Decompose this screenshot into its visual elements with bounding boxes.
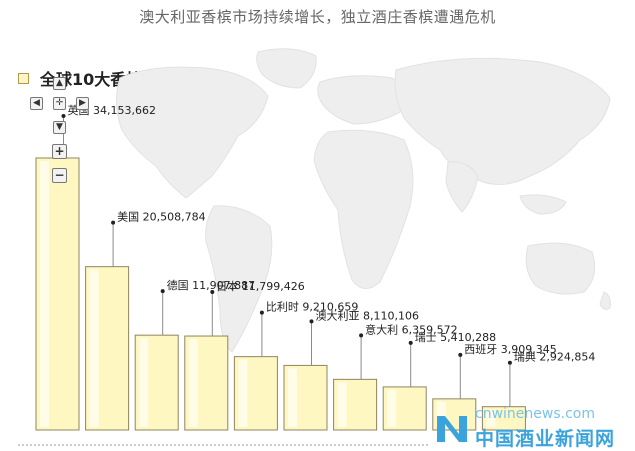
watermark-url: cnwinenews.com <box>475 406 595 422</box>
marker-dot-5 <box>309 319 314 324</box>
zoom-in-button[interactable]: + <box>52 144 67 159</box>
arrow-right-icon: ▶ <box>79 98 86 108</box>
marker-dot-4 <box>259 310 264 315</box>
square-bullet-icon <box>18 72 29 84</box>
arrow-up-icon: ▲ <box>56 78 63 88</box>
pan-down-button[interactable]: ▼ <box>53 121 66 134</box>
bar-highlight-9 <box>486 409 496 427</box>
crosshair-icon: ✛ <box>55 98 64 108</box>
watermark-name: 中国酒业新闻网 <box>475 428 616 450</box>
bar-highlight-8 <box>436 401 446 427</box>
marker-dot-2 <box>160 289 165 294</box>
plus-icon: + <box>54 144 65 158</box>
zoom-out-button[interactable]: − <box>52 168 67 183</box>
pan-center-button[interactable]: ✛ <box>53 97 66 110</box>
news-logo-icon <box>437 416 467 442</box>
data-label-1: 美国 20,508,784 <box>117 211 205 224</box>
arrow-down-icon: ▼ <box>56 122 63 132</box>
data-label-3: 日本 11,799,426 <box>216 279 304 293</box>
marker-dot-8 <box>458 352 463 357</box>
world-map-background <box>116 48 611 353</box>
data-label-2: 德国 11,907,887 <box>167 278 255 292</box>
bar-highlight-6 <box>337 382 347 427</box>
pan-up-button[interactable]: ▲ <box>53 77 66 90</box>
bar-highlight-2 <box>139 338 149 427</box>
marker-dot-1 <box>111 220 116 225</box>
bar-highlight-3 <box>188 339 198 427</box>
marker-dot-3 <box>210 290 215 295</box>
data-label-8: 西班牙 3,909,345 <box>464 343 556 356</box>
divider <box>18 444 428 446</box>
watermark: cnwinenews.com 中国酒业新闻网 <box>427 404 627 450</box>
pan-right-button[interactable]: ▶ <box>76 97 89 110</box>
pan-left-button[interactable]: ◀ <box>30 97 43 110</box>
marker-dot-6 <box>359 333 364 338</box>
bar-highlight-4 <box>238 359 248 427</box>
data-label-7: 瑞士 5,410,288 <box>415 330 496 344</box>
data-label-9: 瑞典 2,924,854 <box>514 350 595 364</box>
data-label-4: 比利时 9,210,659 <box>266 301 358 314</box>
marker-dot-7 <box>408 340 413 345</box>
data-label-5: 澳大利亚 8,110,106 <box>316 308 419 322</box>
marker-dot-0 <box>61 114 66 118</box>
bar-highlight-1 <box>89 269 99 427</box>
data-label-0: 英国 34,153,662 <box>68 103 156 117</box>
bar-highlight-0 <box>40 161 49 427</box>
bar-highlight-5 <box>288 368 297 427</box>
arrow-left-icon: ◀ <box>33 98 40 108</box>
minus-icon: − <box>54 168 65 182</box>
marker-dot-9 <box>507 360 512 365</box>
bar-highlight-7 <box>387 389 397 427</box>
data-label-6: 意大利 6,359,572 <box>365 322 457 336</box>
headline: 澳大利亚香槟市场持续增长，独立酒庄香槟遭遇危机 <box>139 8 496 26</box>
